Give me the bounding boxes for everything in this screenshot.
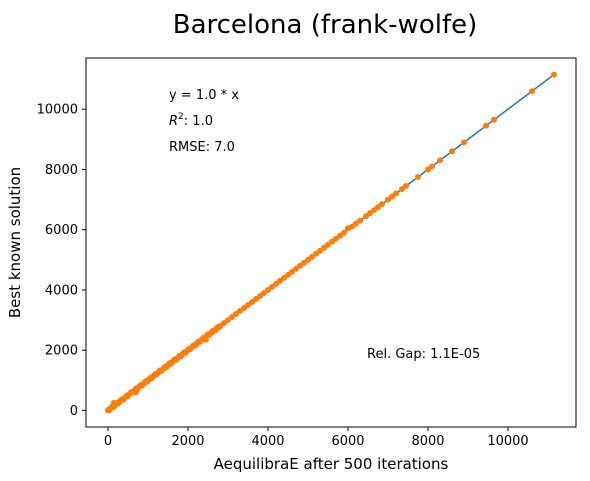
- x-tick-label: 6000: [331, 434, 364, 449]
- data-point: [341, 229, 347, 236]
- y-tick-label: 10000: [37, 103, 78, 118]
- chart-title: Barcelona (frank-wolfe): [173, 10, 478, 40]
- y-tick-label: 8000: [45, 163, 78, 178]
- x-tick-label: 8000: [411, 434, 444, 449]
- data-point: [529, 88, 535, 95]
- data-point: [429, 163, 435, 170]
- x-tick-label: 10000: [487, 434, 528, 449]
- annotation-rmse: RMSE: 7.0: [169, 140, 235, 155]
- data-point: [403, 183, 409, 190]
- data-point: [491, 116, 497, 123]
- series-layer: [105, 71, 557, 414]
- annotation-r2-value: : 1.0: [184, 114, 213, 129]
- data-point: [437, 157, 443, 164]
- y-axis: 0 2000 4000 6000 8000 10000: [37, 103, 86, 419]
- data-point: [357, 217, 363, 224]
- data-point: [483, 122, 489, 129]
- annotation-equation: y = 1.0 * x: [169, 88, 239, 103]
- annotation-r2-sup: 2: [178, 112, 184, 122]
- data-point: [393, 190, 399, 197]
- data-point: [449, 148, 455, 155]
- data-point: [551, 71, 557, 78]
- x-axis-label: AequilibraE after 500 iterations: [214, 455, 449, 473]
- data-point: [379, 201, 385, 208]
- y-tick-label: 0: [70, 404, 78, 419]
- data-point: [461, 139, 467, 146]
- data-point: [216, 324, 223, 331]
- x-tick-label: 4000: [251, 434, 284, 449]
- annotation-r2-prefix: R: [169, 114, 178, 129]
- x-axis: 0 2000 4000 6000 8000 10000: [104, 427, 529, 449]
- annotation-rel-gap: Rel. Gap: 1.1E-05: [367, 347, 480, 362]
- y-tick-label: 4000: [45, 283, 78, 298]
- data-point: [415, 173, 421, 180]
- y-tick-label: 2000: [45, 344, 78, 359]
- y-tick-label: 6000: [45, 223, 78, 238]
- annotation-r-squared: R2: 1.0: [169, 112, 213, 129]
- x-tick-label: 2000: [171, 434, 204, 449]
- y-axis-label: Best known solution: [6, 167, 24, 318]
- x-tick-label: 0: [104, 434, 112, 449]
- plot-frame: [85, 57, 577, 428]
